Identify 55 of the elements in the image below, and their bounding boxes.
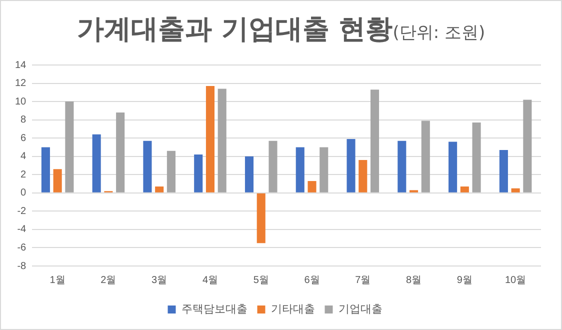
y-tick-label: -4 — [17, 224, 27, 236]
bar — [166, 150, 176, 192]
legend-label: 기업대출 — [338, 302, 382, 316]
bar — [320, 147, 328, 192]
bar — [155, 186, 164, 192]
x-tick-label: 1월 — [50, 274, 66, 286]
bar — [206, 86, 215, 192]
x-tick-label: 8월 — [406, 274, 422, 286]
x-tick-label: 4월 — [202, 274, 218, 286]
y-tick-label: 2 — [20, 169, 27, 180]
bar — [472, 122, 481, 192]
bar — [308, 181, 316, 192]
bar — [421, 120, 430, 192]
bar — [460, 186, 469, 192]
y-tick-label: -8 — [17, 260, 27, 272]
chart-subtitle: (단위: 조원) — [392, 23, 486, 43]
bar — [296, 147, 304, 192]
bar — [256, 193, 266, 244]
bar — [65, 102, 74, 192]
x-tick-label: 10월 — [504, 274, 526, 286]
x-tick-label: 3월 — [152, 274, 168, 286]
y-tick-label: 6 — [20, 132, 27, 144]
y-tick-label: 14 — [15, 60, 27, 71]
y-tick-label: 0 — [20, 188, 27, 199]
bar — [448, 142, 458, 192]
legend-label: 주택담보대출 — [181, 302, 248, 316]
bar — [53, 169, 62, 192]
bar — [511, 188, 520, 192]
bar — [41, 147, 50, 192]
bar — [194, 154, 203, 192]
bar — [346, 139, 356, 192]
y-tick-label: 8 — [20, 114, 27, 126]
y-tick-label: -6 — [17, 242, 27, 254]
bar — [398, 140, 406, 192]
y-tick-label: 4 — [20, 151, 27, 162]
x-tick-label: 2월 — [100, 274, 116, 286]
bar — [523, 100, 532, 192]
bar — [116, 112, 125, 192]
bar — [499, 150, 508, 192]
x-tick-label: 5월 — [253, 274, 269, 286]
y-tick-label: 10 — [15, 96, 27, 108]
bar — [268, 140, 278, 192]
bar — [370, 90, 380, 192]
bar — [92, 134, 101, 192]
bar — [218, 88, 226, 192]
x-tick-label: 9월 — [456, 274, 472, 286]
bar — [358, 160, 368, 192]
y-tick-label: -2 — [17, 206, 27, 217]
bar — [244, 156, 254, 192]
chart-title: 가계대출과 기업대출 현황 — [76, 14, 393, 45]
legend-label: 기타대출 — [270, 302, 315, 316]
y-tick-label: 12 — [15, 78, 27, 90]
x-tick-label: 6월 — [304, 274, 320, 286]
bar — [143, 140, 152, 192]
x-tick-label: 7월 — [355, 274, 371, 286]
